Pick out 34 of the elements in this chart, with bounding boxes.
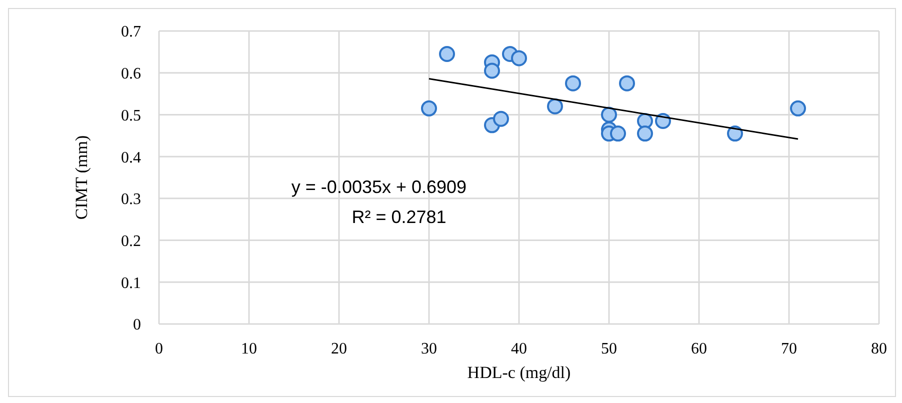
point xyxy=(637,126,653,142)
x-tick-label: 40 xyxy=(511,340,527,358)
point xyxy=(565,75,581,92)
point xyxy=(484,62,500,79)
point xyxy=(619,75,635,92)
y-tick-label: 0.5 xyxy=(121,107,141,124)
y-tick-label: 0.1 xyxy=(121,274,141,292)
x-tick-label: 70 xyxy=(781,340,797,358)
y-tick-label: 0.2 xyxy=(121,232,141,250)
y-tick-label: 0.4 xyxy=(121,149,141,166)
y-axis-title: CIMT (mm) xyxy=(72,135,92,220)
point xyxy=(547,98,563,114)
x-tick-label: 30 xyxy=(421,340,437,358)
point xyxy=(511,50,527,66)
point xyxy=(727,126,743,142)
y-tick-label: 0.7 xyxy=(121,24,141,41)
x-tick-label: 50 xyxy=(601,340,617,358)
x-tick-label: 0 xyxy=(155,340,163,358)
annotation: y = -0.0035x + 0.6909 xyxy=(290,177,468,198)
point xyxy=(790,100,806,116)
y-tick-label: 0.3 xyxy=(121,191,141,208)
x-tick-label: 60 xyxy=(691,340,707,358)
x-tick-label: 80 xyxy=(871,340,887,358)
point xyxy=(601,106,617,123)
y-tick-label: 0.6 xyxy=(121,66,141,83)
x-tick-label: 10 xyxy=(241,340,257,358)
annotation: R² = 0.2781 xyxy=(350,207,448,228)
y-tick-label: 0 xyxy=(133,316,141,334)
x-tick-label: 20 xyxy=(331,340,347,358)
point xyxy=(439,46,455,62)
point xyxy=(610,126,626,142)
point xyxy=(493,110,509,127)
point xyxy=(421,100,437,116)
x-axis-title: HDL-c (mg/dl) xyxy=(467,363,571,382)
